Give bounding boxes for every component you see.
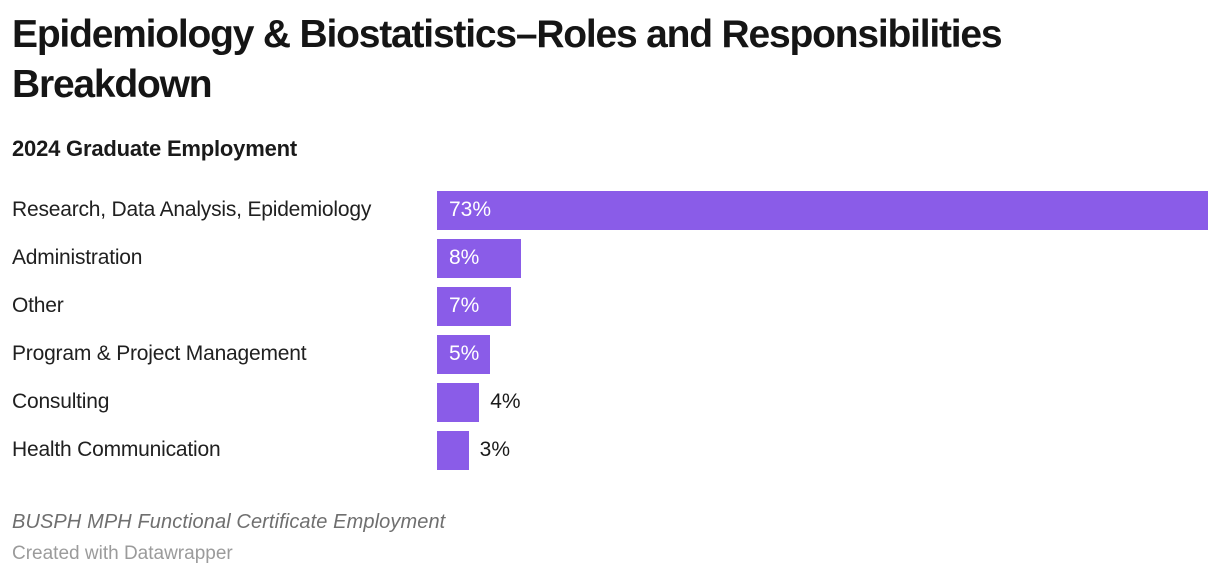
chart-row: Consulting 4% [12,378,1208,426]
datawrapper-attribution-link[interactable]: Created with Datawrapper [12,543,233,564]
chart-footer: BUSPH MPH Functional Certificate Employm… [12,511,1208,565]
category-label: Other [12,294,64,317]
category-label: Research, Data Analysis, Epidemiology [12,198,372,221]
category-label: Program & Project Management [12,342,307,365]
bar[interactable]: 73% [437,190,1208,230]
chart-subtitle: 2024 Graduate Employment [12,136,297,161]
chart-row: Other 7% [12,282,1208,330]
bar[interactable]: 8% [437,238,522,278]
bar[interactable] [437,430,469,470]
bar-area: 5% [437,334,1208,374]
category-label: Health Communication [12,438,221,461]
bar-chart: Research, Data Analysis, Epidemiology 73%… [12,186,1208,474]
chart-row: Research, Data Analysis, Epidemiology 73% [12,186,1208,234]
value-label: 5% [449,342,480,365]
value-label: 4% [490,390,521,413]
bar-area: 73% [437,190,1208,230]
value-label: 73% [449,198,492,221]
category-label: Consulting [12,390,110,413]
chart-row: Program & Project Management 5% [12,330,1208,378]
bar-area: 4% [437,382,1208,422]
bar-area: 7% [437,286,1208,326]
value-label: 7% [449,294,480,317]
chart-row: Health Communication 3% [12,426,1208,474]
source-note: BUSPH MPH Functional Certificate Employm… [12,511,446,533]
bar-area: 3% [437,430,1208,470]
bar[interactable]: 5% [437,334,490,374]
value-label: 8% [449,246,480,269]
value-label: 3% [479,438,511,461]
chart-title: Epidemiology & Biostatistics–Roles and R… [12,13,1003,106]
bar[interactable]: 7% [437,286,511,326]
category-label: Administration [12,246,143,269]
bar-area: 8% [437,238,1208,278]
bar[interactable] [437,382,480,422]
chart-row: Administration 8% [12,234,1208,282]
